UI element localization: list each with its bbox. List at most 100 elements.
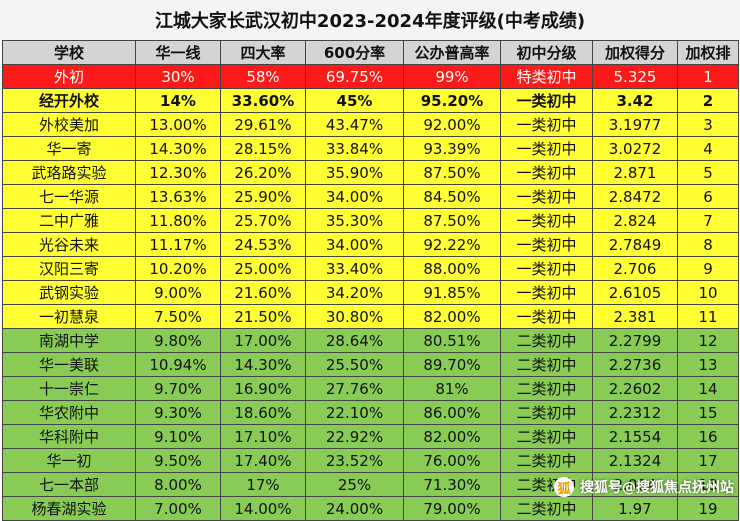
score-cell: 1.97 (592, 496, 678, 521)
puga-cell: 91.85% (403, 280, 501, 305)
score-cell: 2.2799 (592, 328, 678, 353)
school-cell: 华一寄 (2, 136, 136, 161)
score-cell: 2.706 (592, 256, 678, 281)
table-row: 汉阳三寄 10.20% 25.00% 33.40% 88.00% 一类初中 2.706 9 (2, 256, 739, 281)
score-cell: 2.7849 (592, 232, 678, 257)
grade-cell: 二类初中 (500, 376, 593, 401)
rate600-cell: 43.47% (305, 112, 404, 137)
score-cell: 3.1977 (592, 112, 678, 137)
rate600-cell: 69.75% (305, 64, 404, 89)
huayi-cell: 9.30% (135, 400, 221, 425)
column-header-sida: 四大率 (220, 40, 306, 65)
puga-cell: 99% (403, 64, 501, 89)
grade-cell: 一类初中 (500, 88, 593, 113)
watermark: 狐 搜狐号@搜狐焦点抚州站 (554, 477, 734, 497)
rate600-cell: 33.84% (305, 136, 404, 161)
huayi-cell: 9.00% (135, 280, 221, 305)
score-cell: 2.824 (592, 208, 678, 233)
sida-cell: 28.15% (220, 136, 306, 161)
huayi-cell: 14% (135, 88, 221, 113)
rank-cell: 12 (677, 328, 739, 353)
puga-cell: 82.00% (403, 304, 501, 329)
table-row: 华农附中 9.30% 18.60% 22.10% 86.00% 二类初中 2.2312 15 (2, 400, 739, 425)
rank-cell: 7 (677, 208, 739, 233)
puga-cell: 79.00% (403, 496, 501, 521)
table-row: 外校美加 13.00% 29.61% 43.47% 92.00% 一类初中 3.1977 3 (2, 112, 739, 137)
huayi-cell: 13.63% (135, 184, 221, 209)
puga-cell: 92.00% (403, 112, 501, 137)
puga-cell: 71.30% (403, 472, 501, 497)
huayi-cell: 9.70% (135, 376, 221, 401)
rank-cell: 18 (677, 472, 739, 497)
table-row: 外初 30% 58% 69.75% 99% 特类初中 5.325 1 (2, 64, 739, 89)
school-cell: 华一美联 (2, 352, 136, 377)
column-header-school: 学校 (2, 40, 136, 65)
grade-cell: 一类初中 (500, 136, 593, 161)
sida-cell: 14.30% (220, 352, 306, 377)
table-row: 一初慧泉 7.50% 21.50% 30.80% 82.00% 一类初中 2.381 11 (2, 304, 739, 329)
column-header-puga: 公办普高率 (403, 40, 501, 65)
header-row: 学校 华一线 四大率 600分率 公办普高率 初中分级 加权得分 加权排 (2, 40, 739, 65)
grade-cell: 二类初中 (500, 448, 593, 473)
rank-cell: 4 (677, 136, 739, 161)
rank-cell: 1 (677, 64, 739, 89)
rank-cell: 15 (677, 400, 739, 425)
table-row: 七一华源 13.63% 25.90% 34.00% 84.50% 一类初中 2.8472 6 (2, 184, 739, 209)
sida-cell: 26.20% (220, 160, 306, 185)
sida-cell: 16.90% (220, 376, 306, 401)
rank-cell: 3 (677, 112, 739, 137)
table-title: 江城大家长武汉初中2023-2024年度评级(中考成绩) (0, 0, 740, 40)
column-header-score: 加权得分 (592, 40, 678, 65)
score-cell: 2.024 (592, 472, 678, 497)
rate600-cell: 25.50% (305, 352, 404, 377)
rank-cell: 5 (677, 160, 739, 185)
rate600-cell: 33.40% (305, 256, 404, 281)
huayi-cell: 30% (135, 64, 221, 89)
table-row: 十一崇仁 9.70% 16.90% 27.76% 81% 二类初中 2.2602 14 (2, 376, 739, 401)
school-cell: 十一崇仁 (2, 376, 136, 401)
grade-cell: 一类初中 (500, 112, 593, 137)
table-row: 武珞路实验 12.30% 26.20% 35.90% 87.50% 一类初中 2.871 5 (2, 160, 739, 185)
column-header-600: 600分率 (305, 40, 404, 65)
sohu-logo-icon: 狐 (554, 477, 574, 497)
rank-cell: 17 (677, 448, 739, 473)
rank-cell: 11 (677, 304, 739, 329)
school-cell: 南湖中学 (2, 328, 136, 353)
school-cell: 二中广雅 (2, 208, 136, 233)
school-cell: 华科附中 (2, 424, 136, 449)
column-header-rank: 加权排 (677, 40, 739, 65)
puga-cell: 92.22% (403, 232, 501, 257)
column-header-huayi: 华一线 (135, 40, 221, 65)
table-row: 华科附中 9.10% 17.10% 22.92% 82.00% 二类初中 2.1554 16 (2, 424, 739, 449)
huayi-cell: 11.80% (135, 208, 221, 233)
score-cell: 3.42 (592, 88, 678, 113)
school-cell: 汉阳三寄 (2, 256, 136, 281)
school-cell: 武钢实验 (2, 280, 136, 305)
rate600-cell: 27.76% (305, 376, 404, 401)
rank-cell: 19 (677, 496, 739, 521)
puga-cell: 81% (403, 376, 501, 401)
score-cell: 2.871 (592, 160, 678, 185)
huayi-cell: 13.00% (135, 112, 221, 137)
school-cell: 一初慧泉 (2, 304, 136, 329)
sida-cell: 24.53% (220, 232, 306, 257)
school-cell: 外校美加 (2, 112, 136, 137)
school-cell: 杨春湖实验 (2, 496, 136, 521)
rate600-cell: 34.20% (305, 280, 404, 305)
score-cell: 2.381 (592, 304, 678, 329)
puga-cell: 84.50% (403, 184, 501, 209)
sida-cell: 17.10% (220, 424, 306, 449)
huayi-cell: 7.00% (135, 496, 221, 521)
sida-cell: 21.50% (220, 304, 306, 329)
rank-cell: 2 (677, 88, 739, 113)
table-row: 华一寄 14.30% 28.15% 33.84% 93.39% 一类初中 3.0272 4 (2, 136, 739, 161)
huayi-cell: 8.00% (135, 472, 221, 497)
grade-cell: 一类初中 (500, 256, 593, 281)
rank-cell: 8 (677, 232, 739, 257)
puga-cell: 80.51% (403, 328, 501, 353)
watermark-text: 搜狐号@搜狐焦点抚州站 (580, 480, 734, 496)
table-row: 华一美联 10.94% 14.30% 25.50% 89.70% 二类初中 2.2736 13 (2, 352, 739, 377)
sida-cell: 17.00% (220, 328, 306, 353)
sida-cell: 21.60% (220, 280, 306, 305)
rank-cell: 10 (677, 280, 739, 305)
